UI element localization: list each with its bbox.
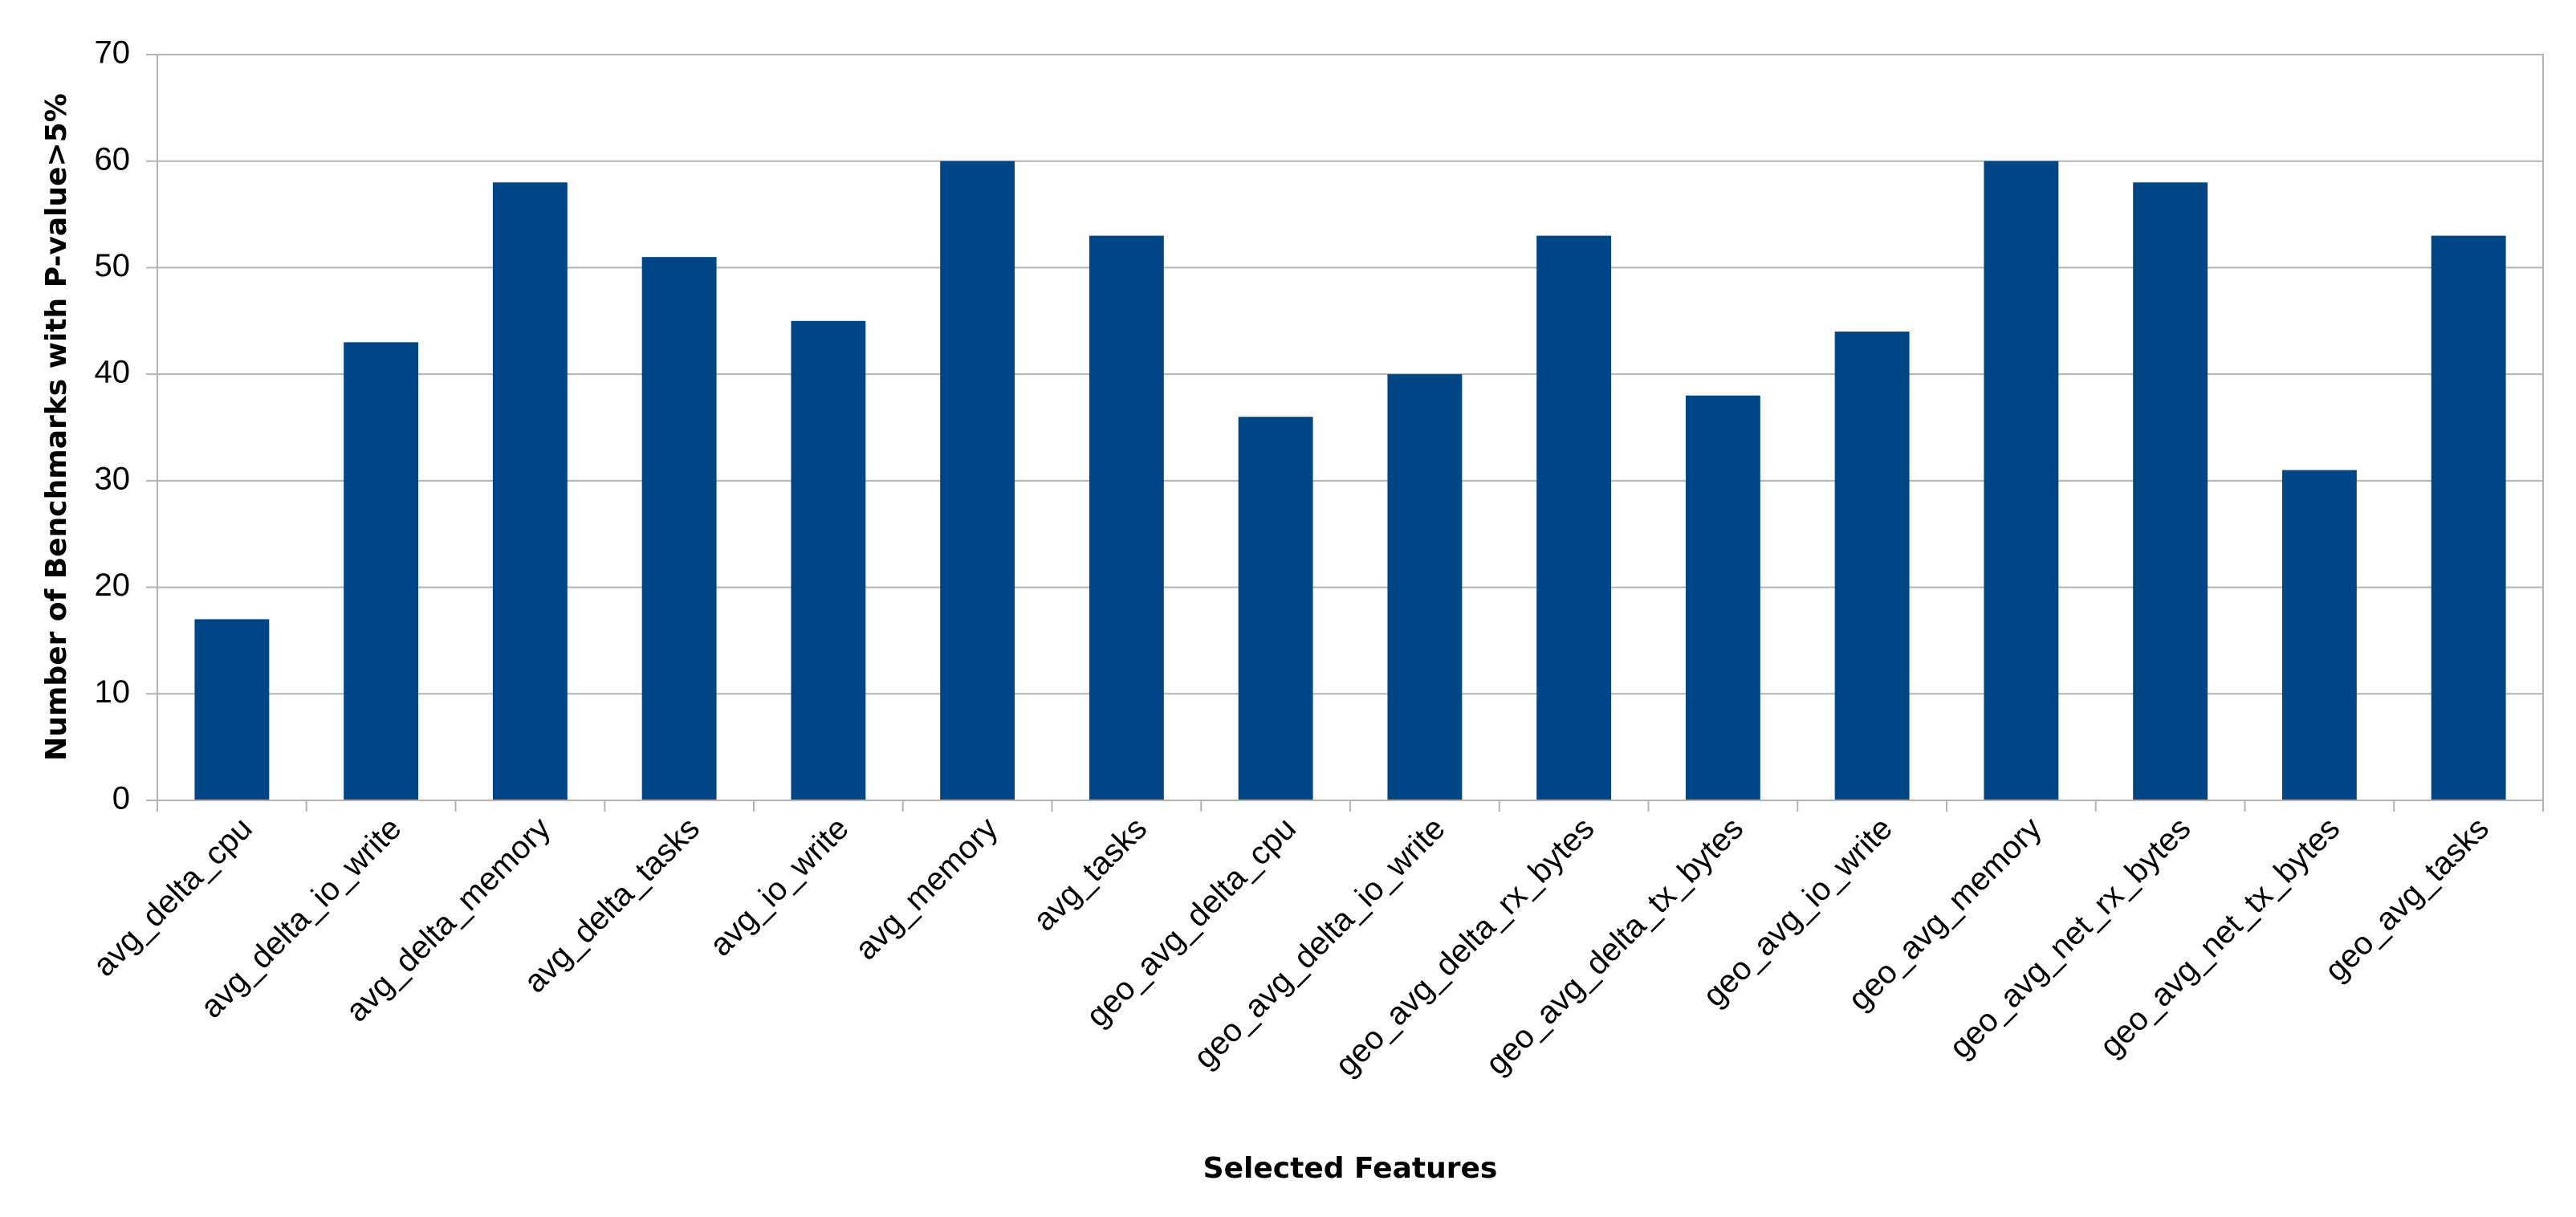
x-tick-label: geo_avg_net_tx_bytes bbox=[2093, 811, 2346, 1064]
bar bbox=[2281, 470, 2357, 800]
y-tick-label: 40 bbox=[95, 355, 131, 390]
x-tick-label: geo_avg_delta_io_write bbox=[1187, 811, 1452, 1076]
x-tick-label: geo_avg_delta_rx_bytes bbox=[1329, 811, 1601, 1083]
x-tick-label: avg_tasks bbox=[1027, 811, 1154, 938]
bar bbox=[194, 619, 270, 800]
y-tick-label: 0 bbox=[112, 781, 130, 816]
bar bbox=[791, 320, 866, 800]
y-tick-label: 60 bbox=[95, 141, 131, 177]
x-tick-label: geo_avg_net_rx_bytes bbox=[1943, 811, 2197, 1065]
bar bbox=[2133, 182, 2208, 800]
bar bbox=[1984, 161, 2059, 800]
bar bbox=[940, 161, 1015, 800]
bar bbox=[1238, 417, 1313, 800]
y-tick-label: 10 bbox=[95, 674, 131, 710]
y-tick-label: 70 bbox=[95, 35, 131, 71]
y-tick-label: 20 bbox=[95, 568, 131, 603]
x-tick-label: geo_avg_delta_tx_bytes bbox=[1479, 811, 1750, 1082]
bar bbox=[1387, 374, 1463, 801]
x-tick-label: avg_memory bbox=[848, 811, 1005, 967]
bar bbox=[1834, 332, 1910, 800]
bar bbox=[1536, 235, 1612, 801]
bar bbox=[641, 257, 717, 801]
y-tick-label: 30 bbox=[95, 461, 131, 496]
bar bbox=[1089, 235, 1164, 801]
bar bbox=[1685, 395, 1760, 800]
bar bbox=[344, 342, 419, 800]
bar bbox=[2431, 235, 2506, 801]
y-tick-label: 50 bbox=[95, 248, 131, 283]
bar bbox=[492, 182, 568, 800]
x-axis-title: Selected Features bbox=[1203, 1152, 1498, 1185]
x-tick-label: avg_delta_cpu bbox=[87, 811, 259, 983]
x-tick-label: avg_io_write bbox=[703, 811, 856, 963]
y-axis-title: Number of Benchmarks with P-value>5% bbox=[40, 93, 73, 761]
